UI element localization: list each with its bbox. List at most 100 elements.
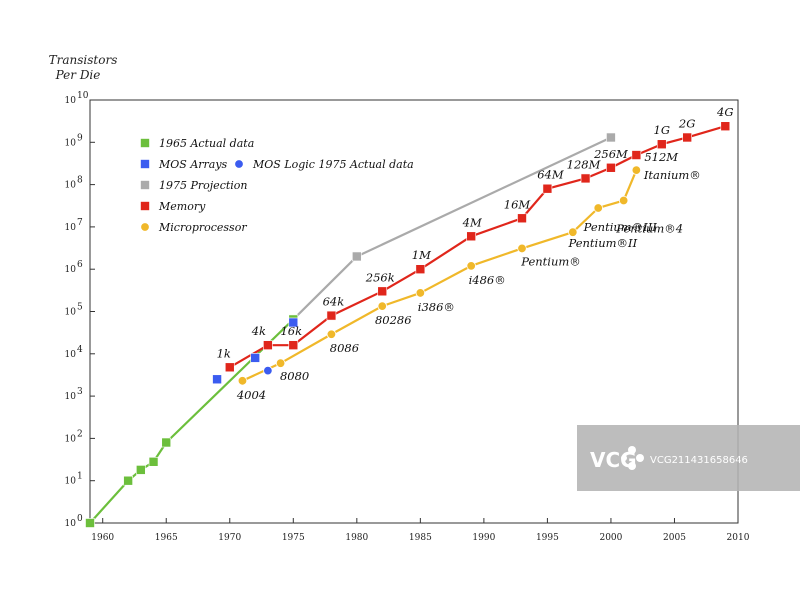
data-label: 64k — [323, 295, 345, 309]
data-label: 2G — [678, 116, 696, 130]
data-point-mos-logic-1975-actual-data — [263, 365, 273, 376]
y-tick-label: 10 — [65, 308, 77, 318]
y-tick-exponent: 0 — [77, 514, 83, 524]
data-point-1965-actual-data — [148, 456, 159, 467]
data-label: 1k — [217, 346, 231, 360]
legend-marker — [140, 222, 150, 232]
data-point-microprocessor — [326, 329, 337, 339]
data-label: 4G — [716, 105, 734, 119]
y-tick-label: 10 — [65, 434, 77, 444]
legend-marker — [140, 138, 150, 148]
data-point-mos-arrays — [212, 374, 222, 385]
x-tick-label: 1970 — [218, 533, 241, 543]
y-tick-exponent: 7 — [77, 218, 83, 228]
data-label: 16k — [280, 324, 302, 338]
data-label: 4004 — [236, 388, 266, 402]
watermark-background — [577, 425, 800, 491]
legend-label: Microprocessor — [158, 221, 247, 234]
data-point-memory — [656, 139, 667, 150]
data-point-microprocessor — [237, 376, 248, 386]
data-label: 8086 — [330, 341, 359, 355]
data-label: Pentium® — [520, 254, 581, 268]
data-label: 256k — [365, 270, 395, 284]
data-point-microprocessor — [517, 243, 527, 254]
data-label: 128M — [567, 157, 602, 171]
y-tick-exponent: 10 — [77, 91, 89, 101]
data-point-mos-arrays — [288, 317, 299, 328]
legend-marker — [140, 201, 150, 211]
data-label: Pentium®III — [583, 220, 658, 234]
data-point-memory — [517, 213, 527, 224]
legend-label: 1975 Projection — [159, 179, 248, 192]
data-point-1975-projection — [606, 132, 616, 143]
y-tick-label: 10 — [65, 181, 77, 191]
data-point-1965-actual-data — [161, 437, 172, 448]
legend-label: MOS Arrays — [158, 158, 228, 171]
data-point-memory — [263, 340, 273, 350]
data-label: 4M — [462, 215, 483, 229]
watermark: VCG VCG211431658646 — [577, 425, 800, 491]
data-label: 64M — [537, 168, 565, 182]
series-markers — [85, 121, 731, 528]
data-point-memory — [224, 362, 235, 373]
data-point-microprocessor — [377, 301, 387, 311]
y-axis-title-line-2: Per Die — [55, 68, 101, 82]
data-point-memory — [288, 340, 299, 350]
data-point-memory — [682, 132, 692, 143]
data-label: Pentium®II — [568, 236, 638, 250]
data-point-1965-actual-data — [136, 465, 146, 475]
data-point-microprocessor — [618, 195, 629, 206]
legend-marker — [140, 180, 150, 190]
legend-marker — [140, 159, 150, 169]
y-axis-title: Transistors Per Die — [49, 53, 118, 82]
y-tick-exponent: 6 — [77, 260, 83, 270]
data-point-microprocessor — [466, 261, 476, 271]
legend: 1965 Actual data MOS Arrays MOS Logic 1975… — [140, 137, 414, 234]
x-tick-label: 1990 — [472, 533, 495, 543]
y-tick-exponent: 4 — [77, 345, 83, 355]
x-tick-label: 2010 — [727, 533, 750, 543]
data-label: 80286 — [375, 313, 412, 327]
data-point-memory — [466, 231, 476, 242]
x-tick-label: 2000 — [599, 533, 622, 543]
data-label: Itanium® — [643, 168, 701, 182]
x-tick-label: 2005 — [663, 533, 686, 543]
watermark-logo-icon — [621, 446, 644, 470]
data-label: 1M — [412, 248, 432, 262]
x-tick-label: 1980 — [345, 533, 368, 543]
x-axis: 1960 1965 1970 1975 1980 1985 1990 1995 2000 2005… — [91, 518, 750, 543]
y-tick-label: 10 — [65, 392, 77, 402]
data-label: 16M — [504, 197, 532, 211]
legend-marker — [234, 159, 244, 169]
y-tick-label: 10 — [65, 138, 77, 148]
legend-label: Memory — [158, 200, 206, 213]
y-tick-exponent: 2 — [77, 429, 83, 439]
y-tick-label: 10 — [65, 223, 77, 233]
data-point-memory — [377, 286, 388, 297]
data-label: 1G — [654, 123, 671, 137]
y-tick-exponent: 3 — [77, 387, 83, 397]
data-label: 4k — [251, 324, 266, 338]
data-point-microprocessor — [415, 288, 426, 298]
watermark-id: VCG211431658646 — [650, 455, 748, 466]
y-axis-title-line-1: Transistors — [49, 53, 118, 67]
data-point-memory — [606, 162, 616, 173]
x-tick-label: 1995 — [536, 533, 559, 543]
y-tick-exponent: 5 — [77, 303, 83, 313]
data-point-memory — [326, 310, 337, 321]
data-point-1965-actual-data — [123, 475, 133, 486]
legend-label: MOS Logic 1975 Actual data — [252, 158, 414, 171]
data-point-memory — [580, 173, 591, 184]
x-tick-label: 1960 — [91, 533, 114, 543]
y-tick-label: 10 — [65, 477, 77, 487]
series-line-1965-actual-data — [89, 318, 295, 524]
y-tick-label: 10 — [65, 350, 77, 360]
data-point-1965-actual-data — [85, 518, 95, 528]
y-tick-label: 10 — [65, 96, 77, 106]
x-tick-label: 1975 — [282, 533, 305, 543]
y-tick-label: 10 — [65, 519, 77, 529]
y-tick-exponent: 1 — [77, 472, 83, 482]
